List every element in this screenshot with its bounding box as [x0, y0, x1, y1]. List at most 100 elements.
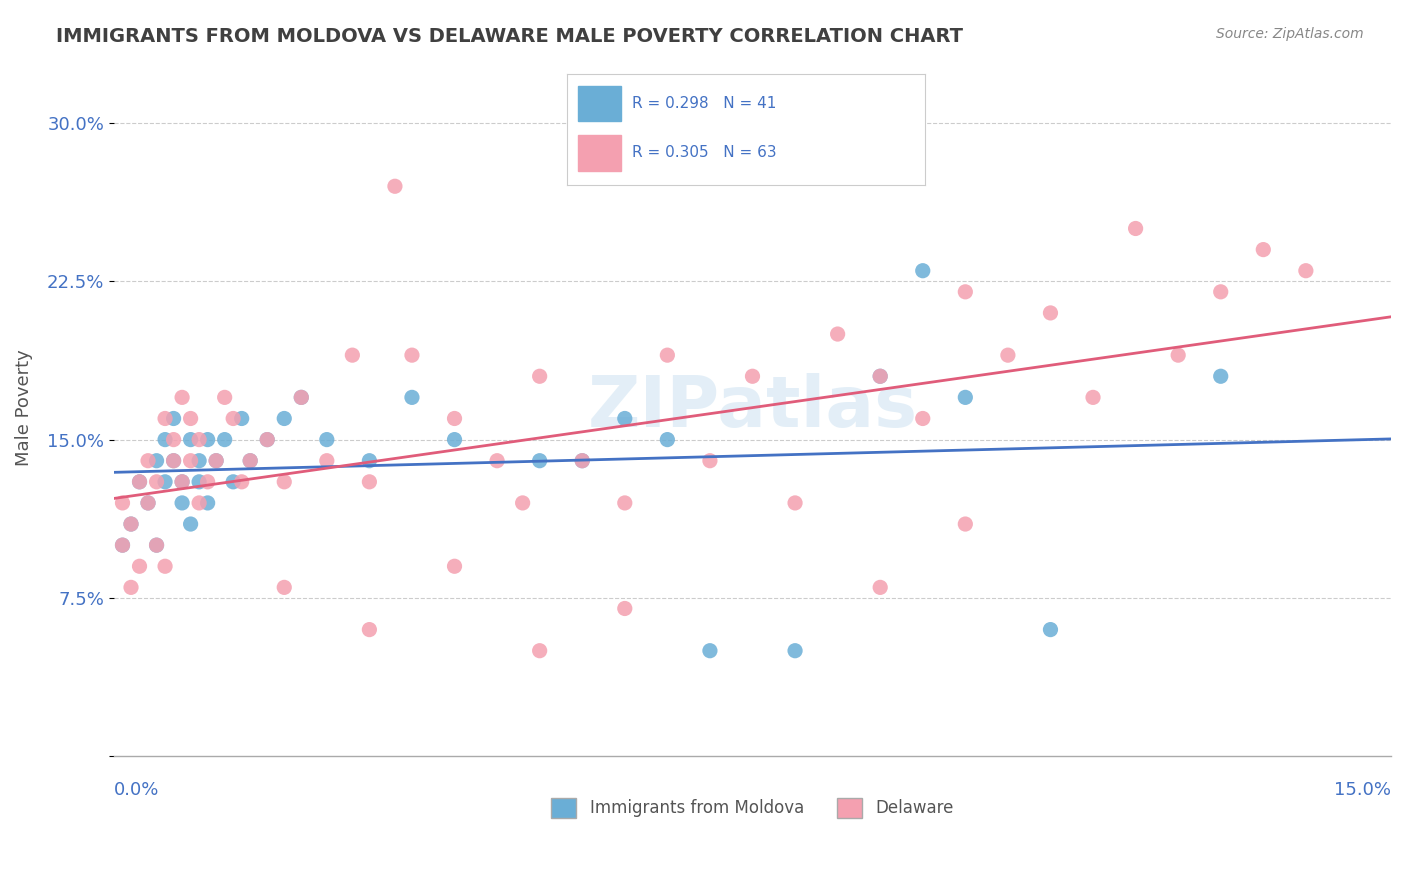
Text: Source: ZipAtlas.com: Source: ZipAtlas.com — [1216, 27, 1364, 41]
Point — [180, 516, 202, 531]
Point — [1253, 243, 1275, 257]
Point — [188, 496, 211, 510]
Legend: Immigrants from Moldova, Delaware: Immigrants from Moldova, Delaware — [544, 791, 960, 824]
Point — [145, 453, 167, 467]
Text: 0.0%: 0.0% — [114, 780, 159, 798]
Point — [136, 453, 159, 467]
Point — [197, 475, 219, 489]
Point — [222, 411, 245, 425]
Point — [153, 433, 176, 447]
Point — [162, 411, 184, 425]
Point — [120, 580, 142, 594]
Point — [613, 496, 636, 510]
Point — [128, 475, 150, 489]
Point — [342, 348, 364, 362]
Point — [911, 411, 934, 425]
Point — [869, 580, 891, 594]
Point — [111, 496, 134, 510]
Point — [443, 559, 465, 574]
Point — [172, 496, 194, 510]
Point — [783, 643, 806, 657]
Point — [145, 538, 167, 552]
Point — [256, 433, 278, 447]
Point — [315, 433, 337, 447]
Point — [111, 538, 134, 552]
Point — [1125, 221, 1147, 235]
Point — [162, 453, 184, 467]
Point — [120, 516, 142, 531]
Point — [153, 475, 176, 489]
Point — [955, 516, 977, 531]
Point — [145, 475, 167, 489]
Point — [571, 453, 593, 467]
Point — [111, 538, 134, 552]
Point — [359, 475, 381, 489]
Point — [443, 411, 465, 425]
Point — [401, 348, 423, 362]
Point — [197, 496, 219, 510]
Point — [188, 453, 211, 467]
Point — [188, 475, 211, 489]
Point — [214, 433, 236, 447]
Point — [290, 390, 312, 404]
Point — [145, 538, 167, 552]
Point — [486, 453, 509, 467]
Point — [180, 411, 202, 425]
Point — [231, 475, 253, 489]
Point — [1167, 348, 1189, 362]
Point — [205, 453, 228, 467]
Point — [153, 411, 176, 425]
Point — [529, 453, 551, 467]
Point — [911, 263, 934, 277]
Point — [827, 326, 849, 341]
Point — [273, 475, 295, 489]
Point — [290, 390, 312, 404]
Point — [741, 369, 763, 384]
Point — [172, 475, 194, 489]
Point — [1039, 306, 1062, 320]
Point — [869, 369, 891, 384]
Point — [128, 475, 150, 489]
Point — [172, 475, 194, 489]
Point — [955, 285, 977, 299]
Point — [401, 390, 423, 404]
Point — [315, 453, 337, 467]
Text: IMMIGRANTS FROM MOLDOVA VS DELAWARE MALE POVERTY CORRELATION CHART: IMMIGRANTS FROM MOLDOVA VS DELAWARE MALE… — [56, 27, 963, 45]
Point — [188, 433, 211, 447]
Point — [136, 496, 159, 510]
Point — [783, 496, 806, 510]
Point — [222, 475, 245, 489]
Point — [256, 433, 278, 447]
Point — [529, 369, 551, 384]
Point — [699, 643, 721, 657]
Point — [997, 348, 1019, 362]
Point — [869, 369, 891, 384]
Point — [1295, 263, 1317, 277]
Point — [1081, 390, 1104, 404]
Point — [359, 453, 381, 467]
Point — [613, 411, 636, 425]
Point — [128, 559, 150, 574]
Point — [955, 390, 977, 404]
Point — [120, 516, 142, 531]
Point — [359, 623, 381, 637]
Point — [273, 411, 295, 425]
Point — [699, 453, 721, 467]
Point — [239, 453, 262, 467]
Point — [1209, 369, 1232, 384]
Point — [162, 453, 184, 467]
Point — [1209, 285, 1232, 299]
Point — [657, 433, 679, 447]
Point — [214, 390, 236, 404]
Point — [162, 433, 184, 447]
Point — [180, 453, 202, 467]
Point — [571, 453, 593, 467]
Point — [384, 179, 406, 194]
Point — [231, 411, 253, 425]
Point — [136, 496, 159, 510]
Point — [239, 453, 262, 467]
Point — [443, 433, 465, 447]
Point — [153, 559, 176, 574]
Point — [529, 643, 551, 657]
Point — [205, 453, 228, 467]
